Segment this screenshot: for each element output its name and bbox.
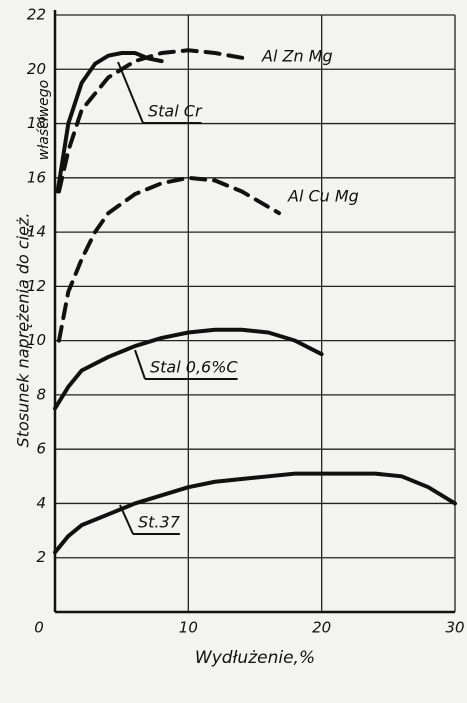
- y-tick-label: 8: [36, 385, 46, 403]
- y-tick-label: 20: [27, 60, 46, 78]
- x-tick-label: 30: [445, 619, 464, 637]
- x-tick-label: 10: [179, 619, 198, 637]
- series-label: Stal 0,6%C: [150, 358, 238, 377]
- leader-line: [117, 61, 144, 124]
- y-tick-label: 18: [27, 114, 46, 132]
- line-series: [53, 327, 324, 411]
- y-tick-label: 12: [27, 277, 46, 295]
- y-tick-label: 4: [36, 494, 46, 512]
- line-series: [55, 50, 164, 194]
- series-label: Al Cu Mg: [287, 187, 359, 206]
- series-label: Al Zn Mg: [261, 47, 333, 66]
- leader-line: [134, 349, 146, 380]
- y-axis-label: Stosunek naprężenia do cięż.: [14, 213, 33, 448]
- leader-line: [119, 504, 134, 535]
- y-tick-label: 2: [36, 548, 46, 566]
- line-series: [57, 48, 248, 194]
- line-series: [53, 471, 457, 555]
- x-tick-label: 20: [312, 619, 331, 637]
- y-axis-label: właściwego: [36, 80, 52, 160]
- y-tick-label: 22: [27, 6, 46, 24]
- series-label: St.37: [138, 513, 181, 532]
- y-tick-label: 16: [27, 168, 46, 186]
- x-tick-label: 0: [34, 619, 44, 637]
- series-label: Stal Cr: [148, 102, 203, 121]
- line-series: [57, 175, 281, 343]
- x-axis-label: Wydłużenie,%: [195, 648, 315, 668]
- y-tick-label: 14: [27, 223, 46, 241]
- y-tick-label: 6: [36, 440, 46, 458]
- y-tick-label: 10: [27, 331, 46, 349]
